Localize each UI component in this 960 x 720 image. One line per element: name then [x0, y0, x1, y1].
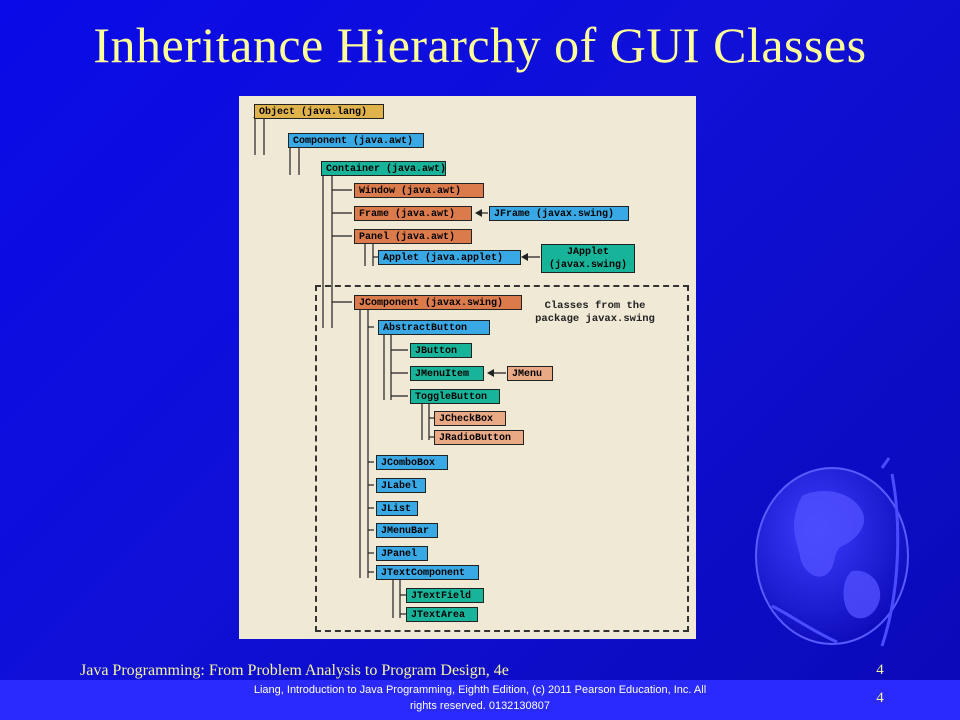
- page-number-top: 4: [876, 662, 884, 678]
- class-window: Window (java.awt): [354, 183, 484, 198]
- class-applet: Applet (java.applet): [378, 250, 521, 265]
- globe-icon: [755, 457, 909, 647]
- class-abstractbutton: AbstractButton: [378, 320, 490, 335]
- class-togglebutton: ToggleButton: [410, 389, 500, 404]
- class-japplet: JApplet (javax.swing): [541, 244, 635, 273]
- class-frame: Frame (java.awt): [354, 206, 472, 221]
- class-jmenubar: JMenuBar: [376, 523, 438, 538]
- class-jmenuitem: JMenuItem: [410, 366, 484, 381]
- swing-note-line1: Classes from the: [544, 300, 646, 312]
- class-component: Component (java.awt): [288, 133, 424, 148]
- class-jmenu: JMenu: [507, 366, 553, 381]
- class-jbutton: JButton: [410, 343, 472, 358]
- footer-copyright: Liang, Introduction to Java Programming,…: [180, 682, 780, 714]
- swing-package-note: Classes from the package javax.swing: [520, 300, 670, 326]
- class-jpanel: JPanel: [376, 546, 428, 561]
- footer-book-title: Java Programming: From Problem Analysis …: [80, 662, 509, 679]
- class-jtextarea: JTextArea: [406, 607, 478, 622]
- class-jcheckbox: JCheckBox: [434, 411, 506, 426]
- class-jlist: JList: [376, 501, 418, 516]
- class-container: Container (java.awt): [321, 161, 446, 176]
- class-jtextfield: JTextField: [406, 588, 484, 603]
- class-panel: Panel (java.awt): [354, 229, 472, 244]
- class-jcombobox: JComboBox: [376, 455, 448, 470]
- class-jcomponent: JComponent (javax.swing): [354, 295, 522, 310]
- copyright-line-1: Liang, Introduction to Java Programming,…: [253, 684, 707, 696]
- class-jlabel: JLabel: [376, 478, 426, 493]
- copyright-line-2: rights reserved. 0132130807: [409, 700, 551, 712]
- class-jframe: JFrame (javax.swing): [489, 206, 629, 221]
- swing-package-boundary: [315, 285, 689, 632]
- slide-title: Inheritance Hierarchy of GUI Classes: [93, 17, 867, 73]
- footer-bar: [0, 680, 960, 720]
- page-number-bottom: 4: [876, 690, 884, 706]
- class-jtextcomponent: JTextComponent: [376, 565, 479, 580]
- class-object: Object (java.lang): [254, 104, 384, 119]
- swing-note-line2: package javax.swing: [535, 313, 655, 325]
- class-jradiobutton: JRadioButton: [434, 430, 524, 445]
